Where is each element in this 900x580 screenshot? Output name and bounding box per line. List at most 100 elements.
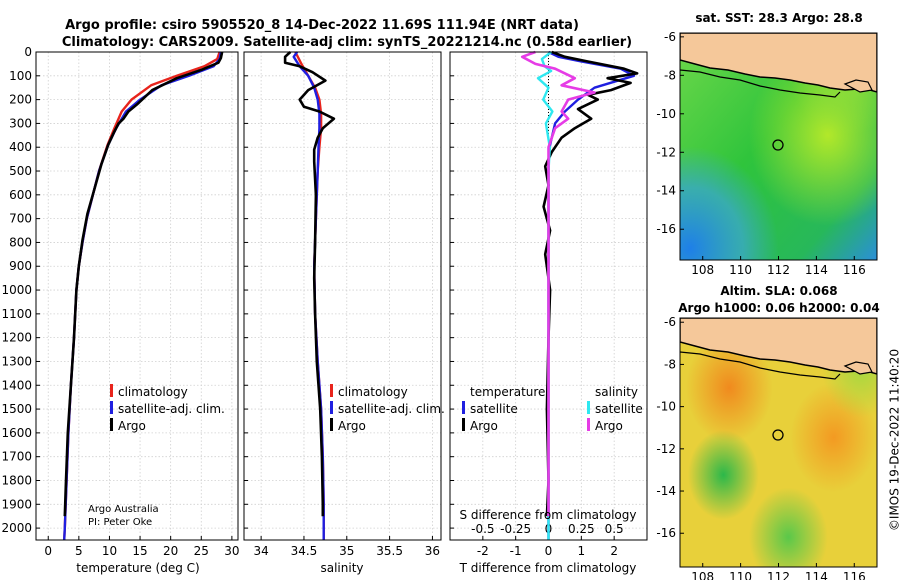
- tick-label-depth: 400: [9, 140, 32, 154]
- legend-label-satellite: satellite-adj. clim.: [338, 402, 445, 416]
- sla-map-axes: 108 110 112 114 116 -6 -8 -10 -12 -14 -16: [656, 315, 865, 580]
- series-t-argo: [542, 50, 639, 517]
- tick-label-depth: 800: [9, 235, 32, 249]
- tick-label-x: 0: [545, 544, 553, 558]
- tick-label-depth: 1200: [1, 331, 32, 345]
- map-tick-label-lat: -6: [664, 315, 676, 329]
- map-tick-label-lat: -14: [656, 184, 676, 198]
- map-tick-label-lon: 112: [767, 570, 790, 580]
- legend-swatch-argo: [330, 418, 333, 431]
- legend-label-s-satellite: satellite: [595, 402, 643, 416]
- legend-label-satellite: satellite-adj. clim.: [118, 402, 225, 416]
- series-argo: [283, 51, 336, 517]
- tick-label-s-diff: 0.5: [605, 522, 624, 536]
- legend-swatch-argo: [110, 418, 113, 431]
- map-tick-label-lat: -6: [664, 30, 676, 44]
- tick-label-x: 30: [224, 544, 239, 558]
- sla-map: [680, 318, 877, 567]
- map-tick-label-lat: -16: [656, 526, 676, 540]
- map-tick-label-lon: 110: [729, 263, 752, 277]
- tick-label-x: -1: [510, 544, 522, 558]
- tick-label-depth: 1300: [1, 354, 32, 368]
- sst-map: [680, 33, 877, 260]
- title-line-2: Climatology: CARS2009. Satellite-adj cli…: [62, 35, 632, 50]
- pi-text: PI: Peter Oke: [88, 517, 152, 528]
- tick-label-x: 34.5: [291, 544, 318, 558]
- panel-frame: [35, 51, 239, 541]
- temperature-xlabel: temperature (deg C): [76, 561, 199, 575]
- tick-label-x: 35.5: [376, 544, 403, 558]
- tick-label-depth: 1700: [1, 450, 32, 464]
- tick-label-depth: 200: [9, 93, 32, 107]
- tick-label-x: 36: [425, 544, 440, 558]
- legend-label-t-satellite: satellite: [470, 402, 518, 416]
- map-tick-label-lon: 114: [805, 570, 828, 580]
- title-line-1: Argo profile: csiro 5905520_8 14-Dec-202…: [65, 18, 579, 33]
- argo-float-marker: [772, 429, 784, 441]
- tick-label-depth: 1600: [1, 426, 32, 440]
- legend-swatch-climatology: [330, 384, 333, 397]
- tick-label-s-diff: 0.25: [568, 522, 595, 536]
- legend-swatch-satellite: [110, 401, 113, 414]
- map-tick-label-lon: 110: [729, 570, 752, 580]
- legend-swatch-t-argo: [462, 418, 465, 431]
- legend-label-argo: Argo: [118, 419, 146, 433]
- tick-label-depth: 1900: [1, 497, 32, 511]
- salinity-legend: climatology satellite-adj. clim. Argo: [330, 384, 445, 433]
- argo-float-marker: [772, 139, 784, 151]
- sst-map-axes: 108 110 112 114 116 -6 -8 -10 -12 -14 -16: [656, 30, 865, 277]
- s-diff-xlabel: S difference from climatology: [460, 508, 637, 522]
- tick-label-depth: 1400: [1, 378, 32, 392]
- tick-label-depth: 500: [9, 164, 32, 178]
- difference-legend: temperature satellite Argo salinity sate…: [462, 385, 643, 433]
- map-tick-label-lon: 116: [843, 263, 866, 277]
- tick-label-depth: 900: [9, 259, 32, 273]
- tick-label-x: 35: [339, 544, 354, 558]
- legend-swatch-t-satellite: [462, 401, 465, 414]
- tick-label-depth: 1000: [1, 283, 32, 297]
- legend-swatch-s-argo: [587, 418, 590, 431]
- series-climatology: [63, 51, 221, 541]
- t-diff-xlabel: T difference from climatology: [459, 561, 637, 575]
- sla-map-title-1: Altim. SLA: 0.068: [720, 284, 837, 298]
- credit-text: Argo Australia: [88, 504, 159, 515]
- legend-label-t-argo: Argo: [470, 419, 498, 433]
- salinity-xlabel: salinity: [320, 561, 363, 575]
- series-satellite-adj-clim-: [292, 51, 325, 540]
- series-s-argo: [520, 50, 596, 517]
- profile-panels: 0100200300400500600700800900100011001200…: [1, 45, 648, 558]
- tick-label-x: 10: [102, 544, 117, 558]
- tick-label-s-diff: -0.25: [500, 522, 531, 536]
- panel-frame: [243, 51, 442, 541]
- legend-label-argo: Argo: [338, 419, 366, 433]
- land-southcoast: [680, 69, 841, 98]
- tick-label-depth: 1800: [1, 473, 32, 487]
- panel-temperature: 0100200300400500600700800900100011001200…: [1, 45, 239, 558]
- legend-swatch-climatology: [110, 384, 113, 397]
- legend-label-s-argo: Argo: [595, 419, 623, 433]
- legend-title-temperature: temperature: [470, 385, 545, 399]
- land-java: [680, 33, 877, 93]
- legend-swatch-s-satellite: [587, 401, 590, 414]
- tick-label-depth: 600: [9, 188, 32, 202]
- tick-label-depth: 1100: [1, 307, 32, 321]
- tick-label-x: 20: [163, 544, 178, 558]
- map-tick-label-lat: -12: [656, 145, 676, 159]
- series-satellite-adj-clim-: [63, 51, 223, 541]
- map-tick-label-lon: 114: [805, 263, 828, 277]
- imos-watermark: ©IMOS 19-Dec-2022 11:40:20: [888, 349, 900, 531]
- land-java: [680, 318, 877, 375]
- map-tick-label-lon: 112: [767, 263, 790, 277]
- land-bali: [843, 79, 873, 93]
- tick-label-x: 15: [132, 544, 147, 558]
- tick-label-x: 2: [610, 544, 618, 558]
- tick-label-depth: 300: [9, 116, 32, 130]
- tick-label-x: 1: [578, 544, 586, 558]
- temperature-legend: climatology satellite-adj. clim. Argo: [110, 384, 225, 433]
- sla-map-title-2: Argo h1000: 0.06 h2000: 0.04: [678, 301, 879, 315]
- map-tick-label-lat: -8: [664, 357, 676, 371]
- panel-salinity: 34 34.5 35 35.5 36: [243, 51, 442, 558]
- tick-label-x: 0: [44, 544, 52, 558]
- map-tick-label-lon: 116: [843, 570, 866, 580]
